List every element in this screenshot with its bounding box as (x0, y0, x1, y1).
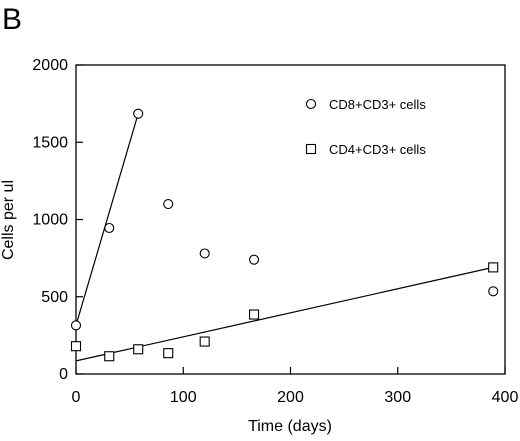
x-tick-label: 400 (492, 389, 519, 406)
x-tick-label: 100 (170, 389, 197, 406)
data-point-cd8 (164, 200, 173, 209)
data-point-cd4 (489, 263, 498, 272)
x-axis-label: Time (days) (248, 418, 332, 435)
x-axis: 0 100 200 300 400 (72, 367, 519, 406)
legend-label-cd8: CD8+CD3+ cells (329, 97, 426, 112)
data-markers (72, 109, 498, 361)
y-tick-label: 2000 (32, 57, 68, 74)
y-axis-label: Cells per ul (0, 180, 17, 260)
x-tick-label: 200 (277, 389, 304, 406)
data-point-cd8 (134, 109, 143, 118)
y-tick-label: 0 (59, 366, 68, 383)
x-tick-label: 300 (384, 389, 411, 406)
legend-marker-cd8 (307, 100, 316, 109)
y-tick-label: 1000 (32, 212, 68, 229)
data-point-cd4 (200, 337, 209, 346)
data-point-cd4 (105, 352, 114, 361)
y-tick-label: 1500 (32, 134, 68, 151)
data-point-cd8 (72, 321, 81, 330)
data-point-cd8 (250, 255, 259, 264)
data-point-cd4 (164, 349, 173, 358)
data-point-cd4 (250, 310, 259, 319)
data-point-cd8 (105, 223, 114, 232)
fit-lines (76, 114, 493, 361)
data-point-cd4 (72, 342, 81, 351)
legend: CD8+CD3+ cells CD4+CD3+ cells (307, 97, 427, 157)
legend-marker-cd4 (307, 145, 316, 154)
x-tick-label: 0 (72, 389, 81, 406)
data-point-cd8 (200, 249, 209, 258)
y-tick-label: 500 (41, 289, 68, 306)
data-point-cd8 (489, 287, 498, 296)
panel-label: B (2, 3, 22, 36)
data-point-cd4 (134, 345, 143, 354)
fit-line-cd8 (76, 114, 138, 326)
legend-label-cd4: CD4+CD3+ cells (329, 142, 426, 157)
